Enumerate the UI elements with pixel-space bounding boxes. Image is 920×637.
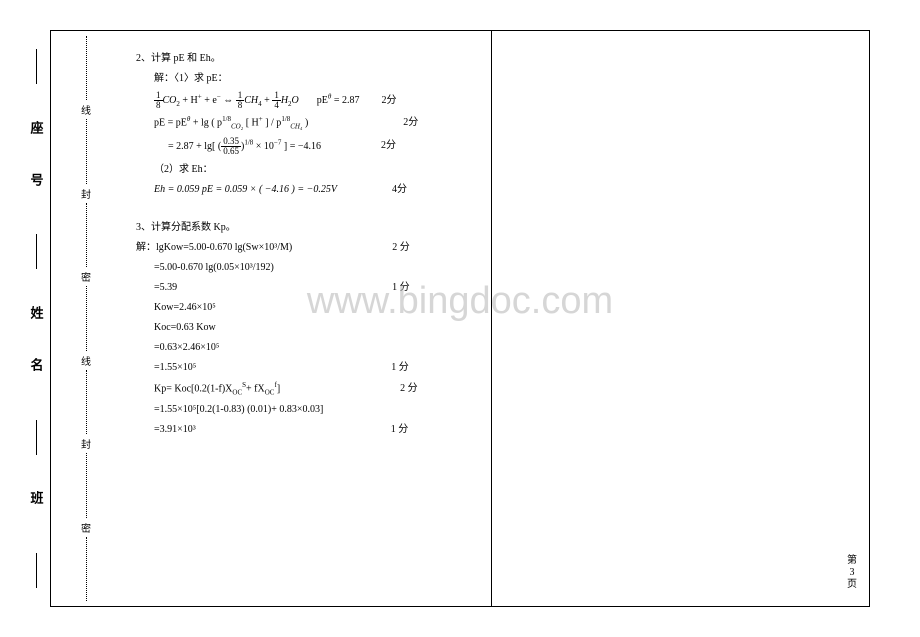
score: 2分 — [381, 138, 396, 154]
t: pE = pE — [154, 117, 187, 128]
fraction: 18 — [236, 91, 245, 110]
t: = 2.87 + lg[ ( — [168, 140, 221, 151]
sub: OC — [232, 388, 242, 396]
t: H — [281, 95, 288, 106]
label-line — [36, 553, 37, 588]
q3-l6: =0.63×2.46×10⁵ — [136, 340, 476, 356]
score: 1 分 — [392, 280, 410, 296]
t: Eh = 0.059 pE = 0.059 × ( −4.16 ) = −0.2… — [154, 184, 337, 195]
q2-title: 2、计算 pE 和 Eh。 — [136, 51, 476, 67]
page-num-value: 3 — [845, 567, 859, 579]
t: ] / p — [263, 117, 282, 128]
t: ⇔ — [221, 95, 236, 106]
q2-eq4: Eh = 0.059 pE = 0.059 × ( −4.16 ) = −0.2… — [136, 182, 476, 198]
seat-label: 座 号 — [27, 121, 46, 198]
seal-char: 封 — [81, 436, 91, 451]
score: 1 分 — [391, 422, 409, 438]
seal-char: 密 — [81, 269, 91, 284]
t: [ H — [243, 117, 259, 128]
q2-eq2: pE = pEθ + lg ( p1/8CO₂ [ H+ ] / p1/8CH₄… — [136, 114, 476, 133]
t: = 2.87 — [331, 95, 359, 106]
fraction: 18 — [154, 91, 163, 110]
seal-line: 线 封 密 线 封 密 — [76, 36, 96, 601]
q2-eq3: = 2.87 + lg[ (0.350.65)1/8 × 10−7 ] = −4… — [136, 137, 476, 156]
t: =3.91×10³ — [154, 424, 196, 435]
t: 解：lgKow=5.00-0.670 lg(Sw×10³/M) — [136, 242, 292, 253]
seal-char: 封 — [81, 186, 91, 201]
content-column-left: 2、计算 pE 和 Eh。 解：〈1〉求 pE： 18CO2 + H+ + e−… — [111, 31, 491, 606]
q3-l7: =1.55×10⁵ 1 分 — [136, 360, 476, 376]
t: CH — [244, 95, 258, 106]
page-border: 座 号 姓 名 班 线 封 密 线 封 密 2、计算 pE 和 Eh。 解：〈1… — [50, 30, 870, 607]
score: 4分 — [392, 182, 407, 198]
t: + fX — [246, 383, 265, 394]
sub: CH₄ — [290, 122, 302, 130]
name-label: 姓 名 — [27, 306, 46, 383]
class-label: 班 — [27, 491, 46, 516]
fraction: 0.350.65 — [221, 137, 241, 156]
q3-l4: Kow=2.46×10⁵ — [136, 300, 476, 316]
dots — [86, 286, 87, 350]
label-line — [36, 49, 37, 84]
q3-l1: 解：lgKow=5.00-0.670 lg(Sw×10³/M) 2 分 — [136, 240, 476, 256]
fraction: 14 — [272, 91, 281, 110]
page-suffix: 页 — [845, 579, 859, 591]
score: 2 分 — [400, 381, 418, 397]
dots — [86, 537, 87, 601]
q3-l9: =1.55×10⁵[0.2(1-0.83) (0.01)+ 0.83×0.03] — [136, 402, 476, 418]
score: 2分 — [403, 115, 418, 131]
seal-margin: 线 封 密 线 封 密 — [51, 31, 111, 606]
sub: OC — [265, 388, 275, 396]
q3-l10: =3.91×10³ 1 分 — [136, 422, 476, 438]
t: =1.55×10⁵ — [154, 362, 196, 373]
sub: CO₂ — [231, 122, 243, 130]
t: + H — [180, 95, 198, 106]
t: + e — [202, 95, 217, 106]
score: 1 分 — [391, 360, 409, 376]
dots — [86, 370, 87, 434]
t: O — [292, 95, 299, 106]
q2-eq1: 18CO2 + H+ + e− ⇔ 18CH4 + 14H2OpEθ = 2.8… — [136, 91, 476, 110]
t: ) — [302, 117, 308, 128]
q3-l2: =5.00-0.670 lg(0.05×10³/192) — [136, 260, 476, 276]
page-number: 第 3 页 — [845, 555, 859, 591]
q3-title: 3、计算分配系数 Kp。 — [136, 220, 476, 236]
t: ] — [277, 383, 280, 394]
t: pE — [317, 95, 328, 106]
q3-l3: =5.39 1 分 — [136, 280, 476, 296]
t: =5.39 — [154, 282, 177, 293]
score: 2 分 — [392, 240, 410, 256]
t: Kp= Koc[0.2(1-f)X — [154, 383, 232, 394]
t: × 10 — [253, 140, 274, 151]
t: + lg ( p — [190, 117, 222, 128]
dots — [86, 453, 87, 517]
page-prefix: 第 — [845, 555, 859, 567]
seal-char: 线 — [81, 102, 91, 117]
sup: 1/8 — [222, 115, 231, 123]
q3-l8: Kp= Koc[0.2(1-f)XOCS+ fXOCf]2 分 — [136, 380, 476, 399]
content-column-right: 第 3 页 — [492, 31, 869, 606]
dots — [86, 119, 87, 183]
label-line — [36, 234, 37, 269]
sup: 1/8 — [244, 138, 253, 146]
score: 2分 — [381, 93, 396, 109]
sup: 1/8 — [281, 115, 290, 123]
t: CO — [163, 95, 177, 106]
q2-step2: （2）求 Eh： — [136, 162, 476, 178]
q3-l5: Koc=0.63 Kow — [136, 320, 476, 336]
label-line — [36, 420, 37, 455]
seal-char: 密 — [81, 520, 91, 535]
dots — [86, 203, 87, 267]
q2-step1: 解：〈1〉求 pE： — [136, 71, 476, 87]
seal-char: 线 — [81, 353, 91, 368]
dots — [86, 36, 87, 100]
t: + — [262, 95, 273, 106]
t: ] = −4.16 — [281, 140, 321, 151]
binding-labels: 座 号 姓 名 班 — [21, 31, 51, 606]
